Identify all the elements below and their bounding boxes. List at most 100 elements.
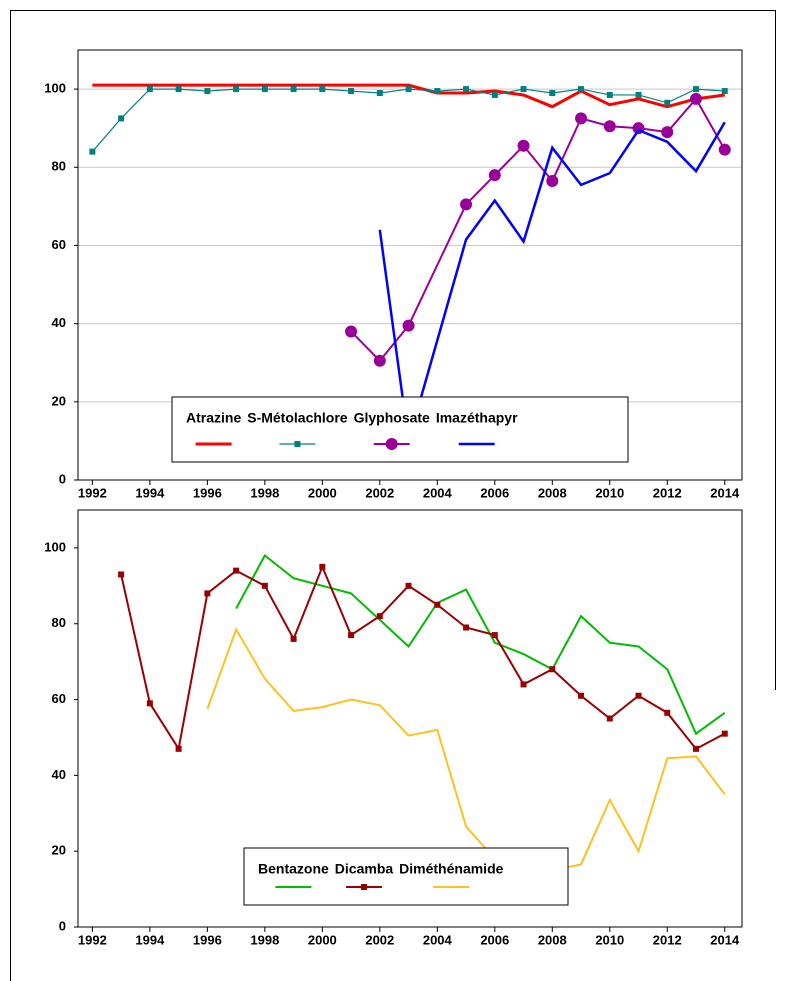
marker [373, 354, 386, 367]
marker [146, 700, 153, 707]
marker [661, 126, 674, 139]
x-tick-label: 1992 [78, 932, 107, 947]
marker [233, 86, 240, 93]
marker [434, 88, 441, 95]
frame [10, 10, 776, 981]
legend-label: Glyphosate [354, 410, 430, 426]
legend-box [171, 396, 629, 463]
marker [635, 692, 642, 699]
marker [233, 567, 240, 574]
marker [319, 563, 326, 570]
x-tick-label: 1994 [135, 485, 165, 500]
y-tick-label: 40 [52, 767, 66, 782]
y-tick-label: 60 [52, 237, 66, 252]
series-line [378, 121, 726, 442]
marker [463, 624, 470, 631]
marker [488, 169, 501, 182]
y-tick-label: 0 [59, 471, 66, 486]
x-tick-label: 2000 [308, 485, 337, 500]
legend-label: Atrazine [186, 410, 241, 426]
marker [402, 319, 415, 332]
legend-marker [360, 884, 367, 890]
x-tick-label: 2010 [595, 485, 624, 500]
legend-label: S-Métolachlore [247, 410, 348, 426]
y-tick-label: 40 [52, 315, 66, 330]
legend-box [243, 847, 569, 906]
plot-frame [77, 509, 743, 928]
marker [204, 590, 211, 597]
x-tick-label: 2008 [538, 485, 567, 500]
legend-label: Imazéthapyr [436, 410, 518, 426]
series-line [206, 627, 726, 872]
series-line [92, 83, 725, 109]
marker [290, 635, 297, 642]
marker [405, 86, 412, 93]
x-tick-label: 1992 [78, 485, 107, 500]
plot [118, 553, 728, 872]
marker [721, 730, 728, 737]
marker [261, 582, 268, 589]
x-tick-label: 2012 [653, 485, 682, 500]
y-tick-label: 100 [44, 539, 66, 554]
marker [578, 86, 585, 93]
marker [520, 681, 527, 688]
marker [491, 91, 498, 98]
series-line [235, 553, 726, 736]
y-tick-label: 100 [44, 81, 66, 96]
legend-label: Bentazone [258, 861, 329, 877]
marker [405, 582, 412, 589]
marker [546, 174, 559, 187]
marker [118, 115, 125, 122]
x-tick-label: 1994 [135, 932, 165, 947]
legend-label: Diméthénamide [399, 861, 503, 877]
marker [290, 86, 297, 93]
marker [204, 88, 211, 95]
marker [434, 601, 441, 608]
marker [319, 86, 326, 93]
x-tick-label: 2004 [423, 932, 453, 947]
x-tick-label: 2006 [480, 485, 509, 500]
x-tick-label: 2010 [595, 932, 624, 947]
marker [261, 86, 268, 93]
legend-label: Dicamba [335, 861, 394, 877]
series-line [120, 564, 726, 752]
marker [345, 325, 358, 338]
marker [718, 143, 731, 156]
marker [693, 86, 700, 93]
marker [376, 90, 383, 96]
marker [146, 86, 153, 93]
marker [491, 632, 498, 639]
marker [376, 613, 383, 620]
x-tick-label: 2006 [480, 932, 509, 947]
y-tick-label: 80 [52, 159, 66, 174]
marker [460, 198, 473, 211]
marker [664, 99, 671, 106]
x-tick-label: 2008 [538, 932, 567, 947]
marker [348, 632, 355, 639]
y-tick-label: 20 [52, 843, 66, 858]
marker [118, 571, 125, 578]
plot [89, 83, 731, 442]
marker [463, 86, 470, 93]
marker [175, 745, 182, 752]
x-tick-label: 2012 [653, 932, 682, 947]
y-tick-label: 20 [52, 393, 66, 408]
marker [693, 745, 700, 752]
marker [517, 139, 530, 152]
marker [606, 91, 613, 98]
legend-marker [294, 441, 301, 447]
x-tick-label: 1996 [193, 485, 222, 500]
y-tick-label: 80 [52, 615, 66, 630]
x-tick-label: 1998 [250, 932, 279, 947]
marker [175, 86, 182, 93]
marker [635, 91, 642, 98]
marker [89, 148, 96, 155]
x-tick-label: 2004 [423, 485, 453, 500]
marker [520, 86, 527, 93]
marker [721, 88, 728, 95]
marker [575, 112, 588, 125]
marker [690, 92, 703, 105]
marker [664, 709, 671, 716]
marker [549, 666, 556, 673]
